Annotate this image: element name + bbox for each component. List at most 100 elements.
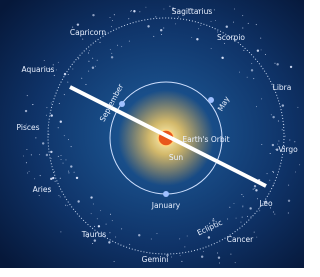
star: [64, 135, 65, 136]
star: [241, 194, 242, 195]
star: [278, 121, 279, 122]
star: [139, 11, 140, 12]
star: [214, 9, 215, 10]
star: [58, 62, 59, 63]
star: [242, 206, 243, 207]
star: [65, 159, 66, 160]
star: [94, 226, 95, 227]
star: [169, 6, 170, 7]
star: [121, 228, 122, 229]
star: [81, 78, 82, 79]
constellation-label: Aries: [33, 185, 52, 194]
star: [111, 56, 113, 58]
star: [92, 243, 93, 244]
star: [247, 216, 248, 217]
zodiac-diagram: CapricornSagittariusScorpioLibraVirgoLeo…: [0, 0, 313, 273]
star: [121, 46, 122, 47]
star: [226, 26, 228, 28]
star: [60, 121, 62, 123]
star: [251, 216, 252, 217]
star: [100, 210, 101, 211]
sun-label: Sun: [169, 153, 184, 162]
star: [156, 233, 157, 234]
star: [110, 49, 111, 50]
star: [233, 203, 234, 204]
star: [39, 154, 40, 155]
star: [133, 10, 135, 12]
star: [46, 154, 48, 156]
star: [61, 159, 62, 160]
star: [255, 189, 257, 191]
star: [114, 261, 115, 262]
star: [109, 17, 110, 18]
star: [265, 54, 266, 55]
star: [251, 69, 253, 71]
constellation-label: Leo: [259, 199, 273, 208]
star: [60, 231, 61, 232]
star: [72, 69, 73, 70]
constellation-label: Taurus: [81, 230, 107, 239]
star: [26, 162, 27, 163]
star: [94, 239, 96, 241]
star: [289, 139, 290, 140]
star: [111, 26, 112, 27]
star: [50, 178, 52, 180]
star: [276, 63, 278, 65]
star: [31, 154, 32, 155]
star: [230, 254, 231, 255]
star: [89, 50, 90, 51]
star: [239, 72, 240, 73]
star: [208, 236, 210, 238]
star: [294, 141, 295, 142]
star: [82, 39, 83, 40]
star: [224, 43, 225, 44]
star: [211, 48, 212, 49]
star: [261, 144, 262, 145]
star: [90, 196, 92, 198]
star: [282, 129, 283, 130]
star: [50, 151, 52, 153]
star: [269, 180, 270, 181]
star: [56, 69, 57, 70]
star: [290, 66, 292, 68]
star: [295, 172, 296, 173]
star: [46, 107, 47, 108]
star: [299, 164, 300, 165]
star: [163, 9, 164, 10]
star: [254, 185, 256, 187]
constellation-label: Libra: [273, 83, 292, 92]
star: [151, 238, 152, 239]
star: [240, 222, 241, 223]
star: [138, 234, 140, 236]
constellation-label: Capricorn: [70, 28, 106, 37]
star: [29, 171, 30, 172]
star: [257, 49, 259, 51]
star: [181, 261, 182, 262]
constellation-label: Virgo: [278, 145, 298, 154]
earth-january: [163, 191, 169, 197]
star: [256, 237, 257, 238]
star: [97, 60, 98, 61]
star: [68, 139, 69, 140]
star: [253, 189, 254, 190]
star: [211, 21, 212, 22]
star: [242, 15, 243, 16]
star: [198, 28, 199, 29]
star: [180, 255, 181, 256]
constellation-label: Pisces: [17, 123, 40, 132]
star: [267, 173, 268, 174]
star: [109, 232, 110, 233]
star: [273, 172, 274, 173]
star: [76, 177, 78, 179]
star: [85, 84, 86, 85]
star: [288, 200, 290, 202]
star: [71, 146, 72, 147]
star: [257, 198, 258, 199]
star: [235, 262, 236, 263]
star: [187, 236, 188, 237]
star: [35, 137, 36, 138]
star: [233, 22, 234, 23]
star: [58, 195, 59, 196]
star: [196, 38, 198, 40]
star: [171, 256, 172, 257]
